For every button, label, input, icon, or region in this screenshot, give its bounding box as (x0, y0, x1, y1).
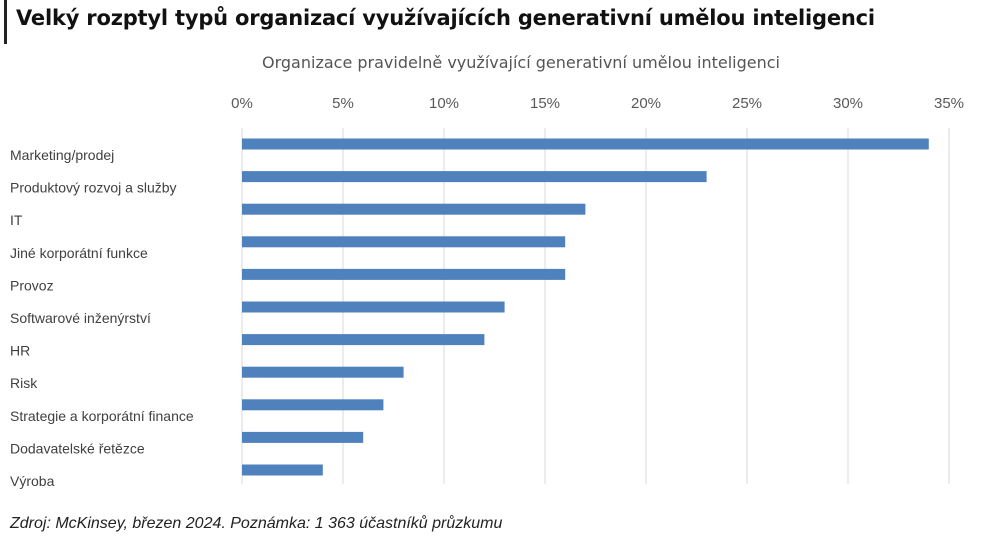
bar (242, 236, 566, 248)
category-label: Risk (10, 375, 38, 391)
bar (242, 464, 323, 476)
title-bar: Velký rozptyl typů organizací využívajíc… (4, 0, 1002, 44)
bar (242, 399, 384, 411)
category-labels: Marketing/prodej Produktový rozvoj a služ… (10, 147, 194, 489)
category-label: Softwarové inženýrství (10, 310, 151, 326)
category-label: Marketing/prodej (10, 147, 114, 163)
category-label: Výroba (10, 473, 55, 489)
category-label: Provoz (10, 277, 54, 293)
bar (242, 366, 404, 378)
x-tick-label: 30% (833, 95, 863, 112)
category-label: Produktový rozvoj a služby (10, 180, 177, 196)
x-tick-label: 15% (530, 95, 560, 112)
bar (242, 301, 505, 313)
category-label: Dodavatelské řetězce (10, 440, 145, 456)
bar (242, 268, 566, 280)
bar (242, 138, 929, 150)
chart-title: Organizace pravidelně využívající genera… (262, 53, 780, 72)
bar-chart: 0% 5% 10% 15% 20% 25% 30% 35% Marketing/prodej P… (10, 95, 964, 489)
category-label: HR (10, 343, 30, 359)
bar (242, 431, 364, 443)
x-tick-label: 10% (429, 95, 459, 112)
x-tick-label: 25% (732, 95, 762, 112)
category-label: IT (10, 212, 23, 228)
x-tick-label: 20% (631, 95, 661, 112)
bar (242, 203, 586, 215)
x-tick-label: 0% (231, 95, 253, 112)
bars (242, 138, 929, 476)
category-label: Jiné korporátní funkce (10, 245, 148, 261)
source-note: Zdroj: McKinsey, březen 2024. Poznámka: … (10, 515, 503, 532)
bar (242, 334, 485, 346)
x-axis-tick-labels: 0% 5% 10% 15% 20% 25% 30% 35% (231, 95, 964, 112)
category-label: Strategie a korporátní finance (10, 408, 194, 424)
x-tick-label: 5% (332, 95, 354, 112)
page-title: Velký rozptyl typů organizací využívajíc… (16, 6, 875, 30)
bar (242, 171, 707, 183)
x-tick-label: 35% (934, 95, 964, 112)
